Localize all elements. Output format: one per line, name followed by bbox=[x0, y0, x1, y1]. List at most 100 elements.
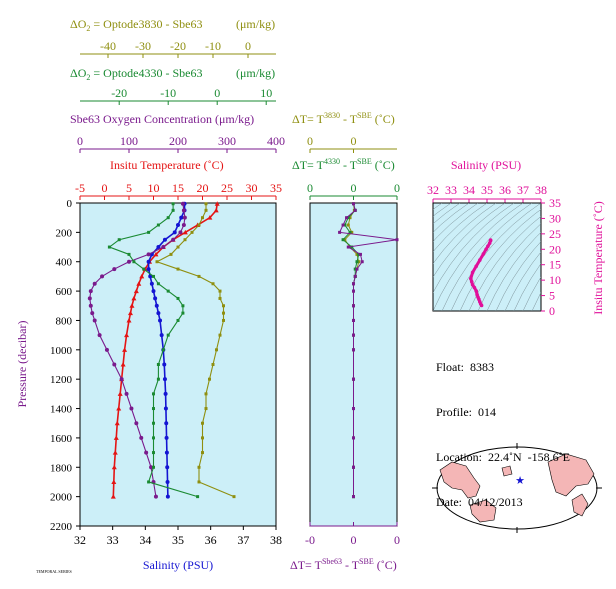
oxygen-point bbox=[181, 208, 186, 213]
oxygen-point bbox=[182, 215, 187, 220]
ts-density-contour bbox=[433, 203, 461, 225]
top1-point bbox=[222, 311, 225, 315]
top2-point bbox=[152, 274, 155, 278]
top1-point bbox=[218, 333, 222, 337]
top1-point bbox=[218, 296, 222, 300]
top1-point bbox=[169, 252, 173, 256]
float-info: Float: 8383 Profile: 014 Location: 22.4˚… bbox=[436, 330, 570, 525]
oxygen-point bbox=[146, 252, 151, 257]
date-text: Date: 04/12/2013 bbox=[436, 495, 523, 509]
top4-ticks-tick-label: 10 bbox=[148, 181, 160, 195]
top4-tick-labels: -5 0 5 10 15 20 25 30 35 bbox=[75, 181, 282, 200]
top2-point bbox=[181, 304, 185, 308]
salinity-point bbox=[163, 406, 168, 411]
temperature-point bbox=[111, 464, 117, 470]
salinity-tick-label: 38 bbox=[270, 533, 282, 547]
top1-axis-title: ΔO2 = Optode3830 - Sbe63 bbox=[70, 17, 202, 33]
top1-point bbox=[201, 451, 204, 455]
float-number: Float: 8383 bbox=[436, 360, 495, 374]
dt2-ticks-tick-label: 0 bbox=[307, 181, 313, 195]
top1-rest: = Optode3830 - Sbe63 bbox=[90, 17, 202, 31]
ts-salinity-tick-labels: 32 33 34 35 36 37 38 bbox=[427, 183, 547, 203]
top2-point bbox=[152, 451, 155, 455]
ts-point bbox=[469, 279, 474, 284]
salinity-tick-label: 35 bbox=[172, 533, 184, 547]
salinity-point bbox=[156, 245, 161, 250]
top1-tick-labels: -40 -30 -20 -10 0 bbox=[80, 39, 276, 58]
dt2-post: (˚C) bbox=[372, 158, 395, 172]
dt-point bbox=[358, 252, 362, 256]
oxygen-point bbox=[87, 296, 92, 301]
top-axis-temperature: Insitu Temperature (˚C) -5 0 5 10 15 20 25 30 35 bbox=[75, 158, 282, 200]
salinity-point bbox=[149, 281, 154, 286]
top1-point bbox=[176, 267, 180, 271]
ts-density-contour bbox=[433, 203, 479, 242]
dt-point bbox=[345, 216, 349, 220]
main-profile-panel: 0 200 400 600 800 1000 1200 1400 1600 1800 2000 220… bbox=[15, 198, 282, 572]
top1-point bbox=[204, 407, 208, 411]
dt-point bbox=[350, 245, 354, 249]
ts-y-tick-label: 20 bbox=[549, 242, 561, 256]
temperature-point bbox=[153, 251, 159, 257]
salinity-point bbox=[164, 450, 169, 455]
pressure-tick-label: 1600 bbox=[50, 433, 73, 445]
dt-series-line-2 bbox=[338, 203, 398, 497]
temperature-point bbox=[182, 229, 188, 235]
top1-point bbox=[201, 436, 204, 440]
salinity-point bbox=[162, 237, 167, 242]
oxygen-point bbox=[92, 318, 97, 323]
ts-y-tick-label: 10 bbox=[549, 273, 561, 287]
top2-ticks-tick-label: -20 bbox=[111, 86, 127, 100]
pressure-tick-label: 600 bbox=[56, 286, 73, 298]
top1-point bbox=[197, 480, 201, 484]
top2-point bbox=[156, 223, 160, 227]
top-axis-oxygen: Sbe63 Oxygen Concentration (μm/kg) 0 100 2… bbox=[70, 112, 285, 153]
pressure-tick-label: 1800 bbox=[50, 462, 73, 474]
pressure-axis-title: Pressure (decibar) bbox=[15, 321, 29, 408]
salinity-point bbox=[153, 296, 158, 301]
ts-series bbox=[469, 238, 493, 308]
dt-point bbox=[348, 230, 352, 234]
ts-density-contour bbox=[433, 203, 524, 311]
top2-sub: 2 bbox=[86, 73, 90, 82]
dt-point bbox=[341, 238, 345, 242]
salinity-point bbox=[165, 494, 170, 499]
dt-point bbox=[353, 267, 357, 271]
location-text: Location: 22.4˚N -158.6˚E bbox=[436, 450, 570, 464]
dt1-sup1: 3830 bbox=[324, 111, 340, 120]
salinity-tick-label: 36 bbox=[205, 533, 217, 547]
dt-point bbox=[360, 260, 364, 264]
top1-ticks-tick-label: -40 bbox=[100, 39, 116, 53]
top2-point bbox=[156, 363, 160, 366]
ts-top-title: Salinity (PSU) bbox=[451, 158, 521, 172]
salinity-tick-label: 37 bbox=[237, 533, 249, 547]
top2-delta: ΔO bbox=[70, 66, 87, 80]
salinity-point bbox=[151, 289, 156, 294]
salinity-point bbox=[179, 215, 184, 220]
ts-point bbox=[474, 289, 479, 293]
oxygen-point bbox=[161, 245, 166, 250]
top2-point bbox=[156, 282, 160, 286]
ts-point bbox=[474, 264, 479, 269]
top1-point bbox=[222, 304, 225, 308]
top1-ticks-tick-label: -10 bbox=[205, 39, 221, 53]
top2-point bbox=[171, 202, 175, 206]
top3-ticks-tick-label: 200 bbox=[169, 134, 187, 148]
salinity-tick-labels: 32 33 34 35 36 37 38 bbox=[74, 526, 282, 547]
top1-ticks-tick-label: 0 bbox=[245, 39, 251, 53]
oxygen-point bbox=[88, 303, 93, 308]
dt-point bbox=[355, 267, 359, 271]
top1-point bbox=[232, 495, 236, 499]
map-landmass bbox=[439, 453, 595, 523]
dt3-post: (˚C) bbox=[374, 558, 397, 572]
dt1-pre: ΔT= T bbox=[292, 112, 325, 126]
top-axis-optode3830: ΔO2 = Optode3830 - Sbe63 (μm/kg) -40 -30-… bbox=[70, 17, 276, 58]
ts-density-contour bbox=[433, 203, 497, 265]
dt-point bbox=[352, 282, 355, 286]
top4-ticks-tick-label: 15 bbox=[172, 181, 184, 195]
dt2-tick-labels: 0 0 0 bbox=[307, 181, 400, 200]
salinity-point bbox=[162, 362, 167, 367]
dt-point bbox=[346, 216, 350, 220]
temperature-point bbox=[133, 288, 139, 294]
salinity-point bbox=[159, 333, 164, 338]
